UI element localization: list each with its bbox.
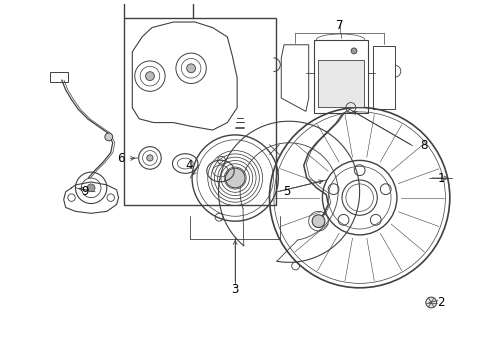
Circle shape	[351, 48, 357, 54]
Text: 6: 6	[117, 152, 124, 165]
Circle shape	[105, 133, 113, 141]
Bar	[314, 40, 368, 113]
Text: 3: 3	[231, 283, 239, 296]
Circle shape	[146, 72, 154, 81]
Text: 7: 7	[336, 19, 344, 32]
Text: 1: 1	[437, 171, 445, 185]
Bar	[50, 72, 68, 82]
Text: 4: 4	[185, 159, 193, 172]
Circle shape	[147, 155, 153, 161]
Bar	[318, 60, 364, 108]
Text: 5: 5	[283, 185, 291, 198]
Circle shape	[426, 297, 437, 308]
Circle shape	[225, 168, 245, 188]
Circle shape	[312, 215, 325, 228]
Circle shape	[187, 64, 196, 73]
Circle shape	[87, 184, 95, 192]
Text: 9: 9	[81, 185, 89, 198]
Text: 8: 8	[420, 139, 428, 152]
Text: 2: 2	[437, 296, 445, 309]
Bar	[124, 18, 276, 204]
Bar	[373, 46, 395, 109]
